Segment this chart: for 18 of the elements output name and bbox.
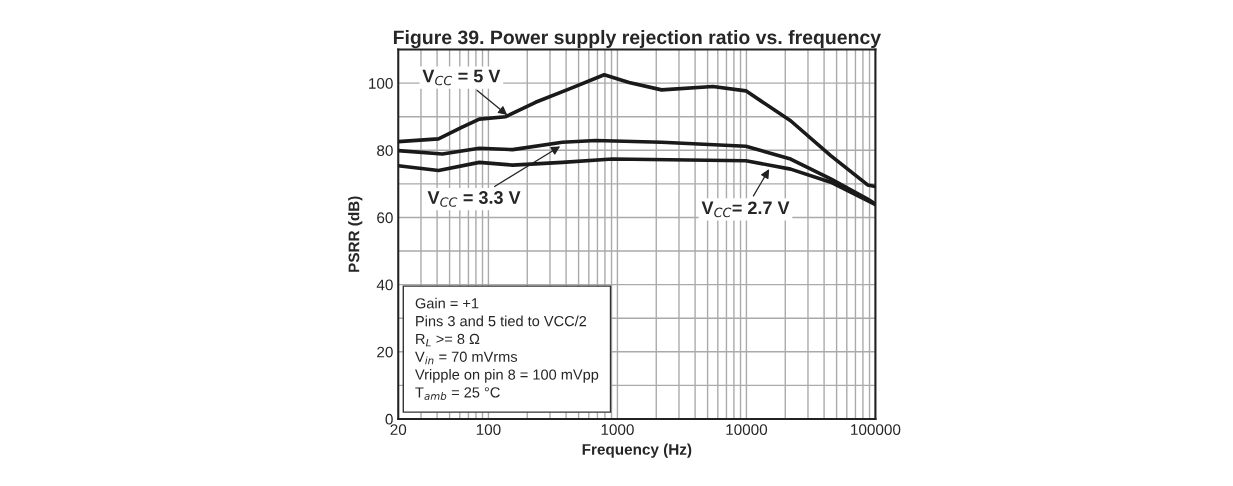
- annotation: V$_{CC}$ = 3.3 V: [427, 191, 521, 207]
- y-tick-label: 20: [377, 346, 393, 358]
- chart-title: Figure 39. Power supply rejection ratio vs. frequency: [393, 29, 881, 49]
- y-tick-label: 80: [377, 145, 393, 156]
- x-tick-label: 100000: [851, 424, 901, 436]
- annotation: V$_{CC}$ = 5 V: [422, 69, 501, 86]
- x-tick-label: 10000: [726, 424, 768, 436]
- annotation: V$_{CC}$= 2.7 V: [701, 201, 790, 218]
- x-axis-title: Frequency (Hz): [582, 443, 692, 458]
- y-axis-title: PSRR (dB): [348, 196, 363, 272]
- x-tick-label: 100: [476, 424, 501, 436]
- y-tick-label: 40: [376, 279, 393, 291]
- text: Gain = +1 Pins 3 and 5 tied to VCC/2 R$_{L}$ >= 8 Ω V$_{in}$ = 70 mVrms Vripple on pin 8 = 100 mVpp T$_{amb}$ = 25 °C: [415, 297, 599, 400]
- y-tick-label: 100: [369, 78, 393, 89]
- x-tick-label: 20: [390, 424, 407, 436]
- y-tick-label: 60: [377, 212, 393, 224]
- y-tick-label: 0: [385, 413, 393, 425]
- x-tick-label: 1000: [601, 424, 634, 436]
